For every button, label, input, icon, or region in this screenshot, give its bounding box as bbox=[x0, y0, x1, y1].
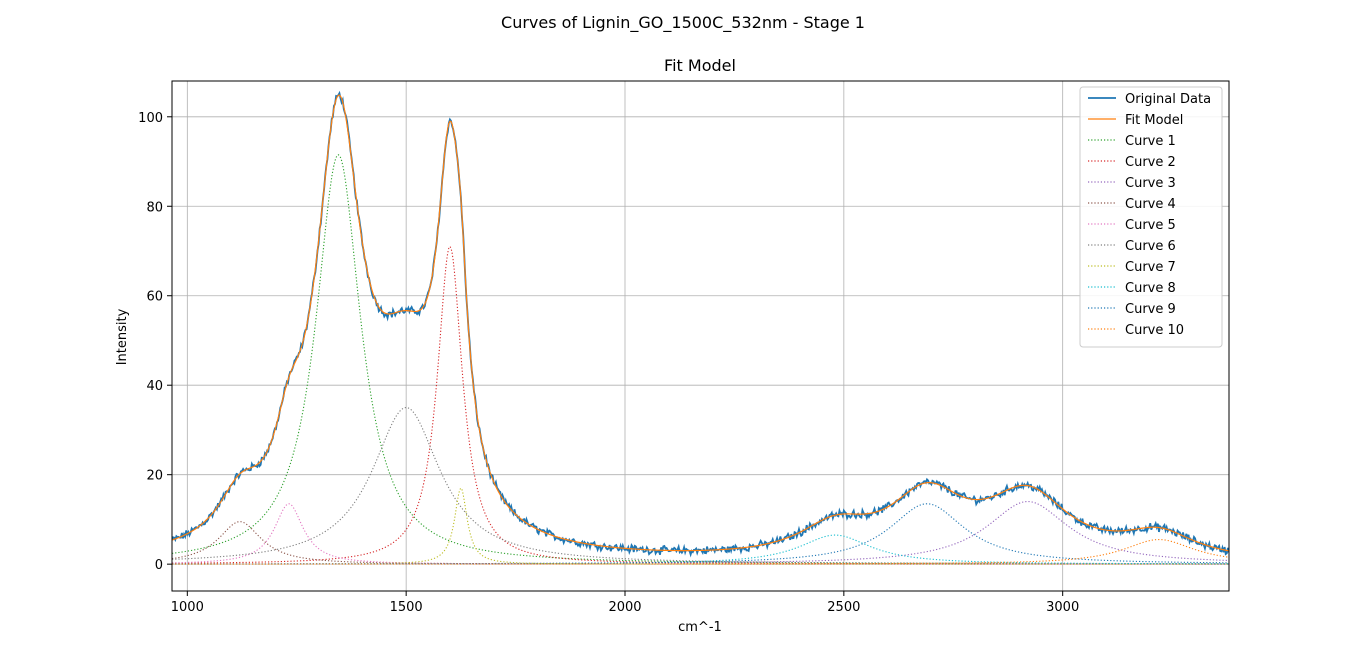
series-curve-4 bbox=[172, 521, 1229, 565]
x-tick-label: 1000 bbox=[171, 600, 204, 615]
series-curve-10 bbox=[172, 538, 1229, 565]
x-tick-label: 1500 bbox=[390, 600, 423, 615]
legend-label: Curve 9 bbox=[1125, 302, 1176, 317]
y-tick-label: 40 bbox=[146, 379, 163, 394]
figure-suptitle: Curves of Lignin_GO_1500C_532nm - Stage … bbox=[501, 13, 865, 33]
x-axis-label: cm^-1 bbox=[678, 620, 722, 635]
legend-label: Curve 2 bbox=[1125, 155, 1176, 170]
plot-area: 1000 1500 2000 2500 3000 0 20 40 60 80 100 Original… bbox=[138, 80, 1230, 615]
legend: Original Data Fit Model Curve 1 Curve 2 Curv… bbox=[1079, 86, 1223, 348]
legend-label: Curve 3 bbox=[1125, 176, 1176, 191]
legend-label: Fit Model bbox=[1125, 113, 1183, 128]
legend-label: Original Data bbox=[1125, 92, 1211, 107]
legend-label: Curve 10 bbox=[1125, 323, 1184, 338]
y-axis-label: Intensity bbox=[115, 308, 130, 365]
legend-label: Curve 1 bbox=[1125, 134, 1176, 149]
y-tick-label: 0 bbox=[155, 558, 163, 573]
legend-label: Curve 8 bbox=[1125, 281, 1176, 296]
x-tick-label: 3000 bbox=[1046, 600, 1079, 615]
y-tick-label: 60 bbox=[146, 290, 163, 305]
series-group bbox=[172, 90, 1229, 565]
legend-label: Curve 6 bbox=[1125, 239, 1176, 254]
legend-label: Curve 4 bbox=[1125, 197, 1176, 212]
legend-label: Curve 7 bbox=[1125, 260, 1176, 275]
x-tick-label: 2000 bbox=[608, 600, 641, 615]
legend-box bbox=[1079, 86, 1223, 348]
chart-title: Fit Model bbox=[664, 56, 736, 75]
legend-label: Curve 5 bbox=[1125, 218, 1176, 233]
series-curve-1 bbox=[172, 154, 1229, 565]
y-tick-label: 100 bbox=[138, 111, 163, 126]
series-fit-model bbox=[172, 94, 1229, 552]
y-tick-label: 20 bbox=[146, 469, 163, 484]
x-tick-label: 2500 bbox=[827, 600, 860, 615]
plot-frame bbox=[171, 80, 1230, 592]
y-tick-label: 80 bbox=[146, 200, 163, 215]
